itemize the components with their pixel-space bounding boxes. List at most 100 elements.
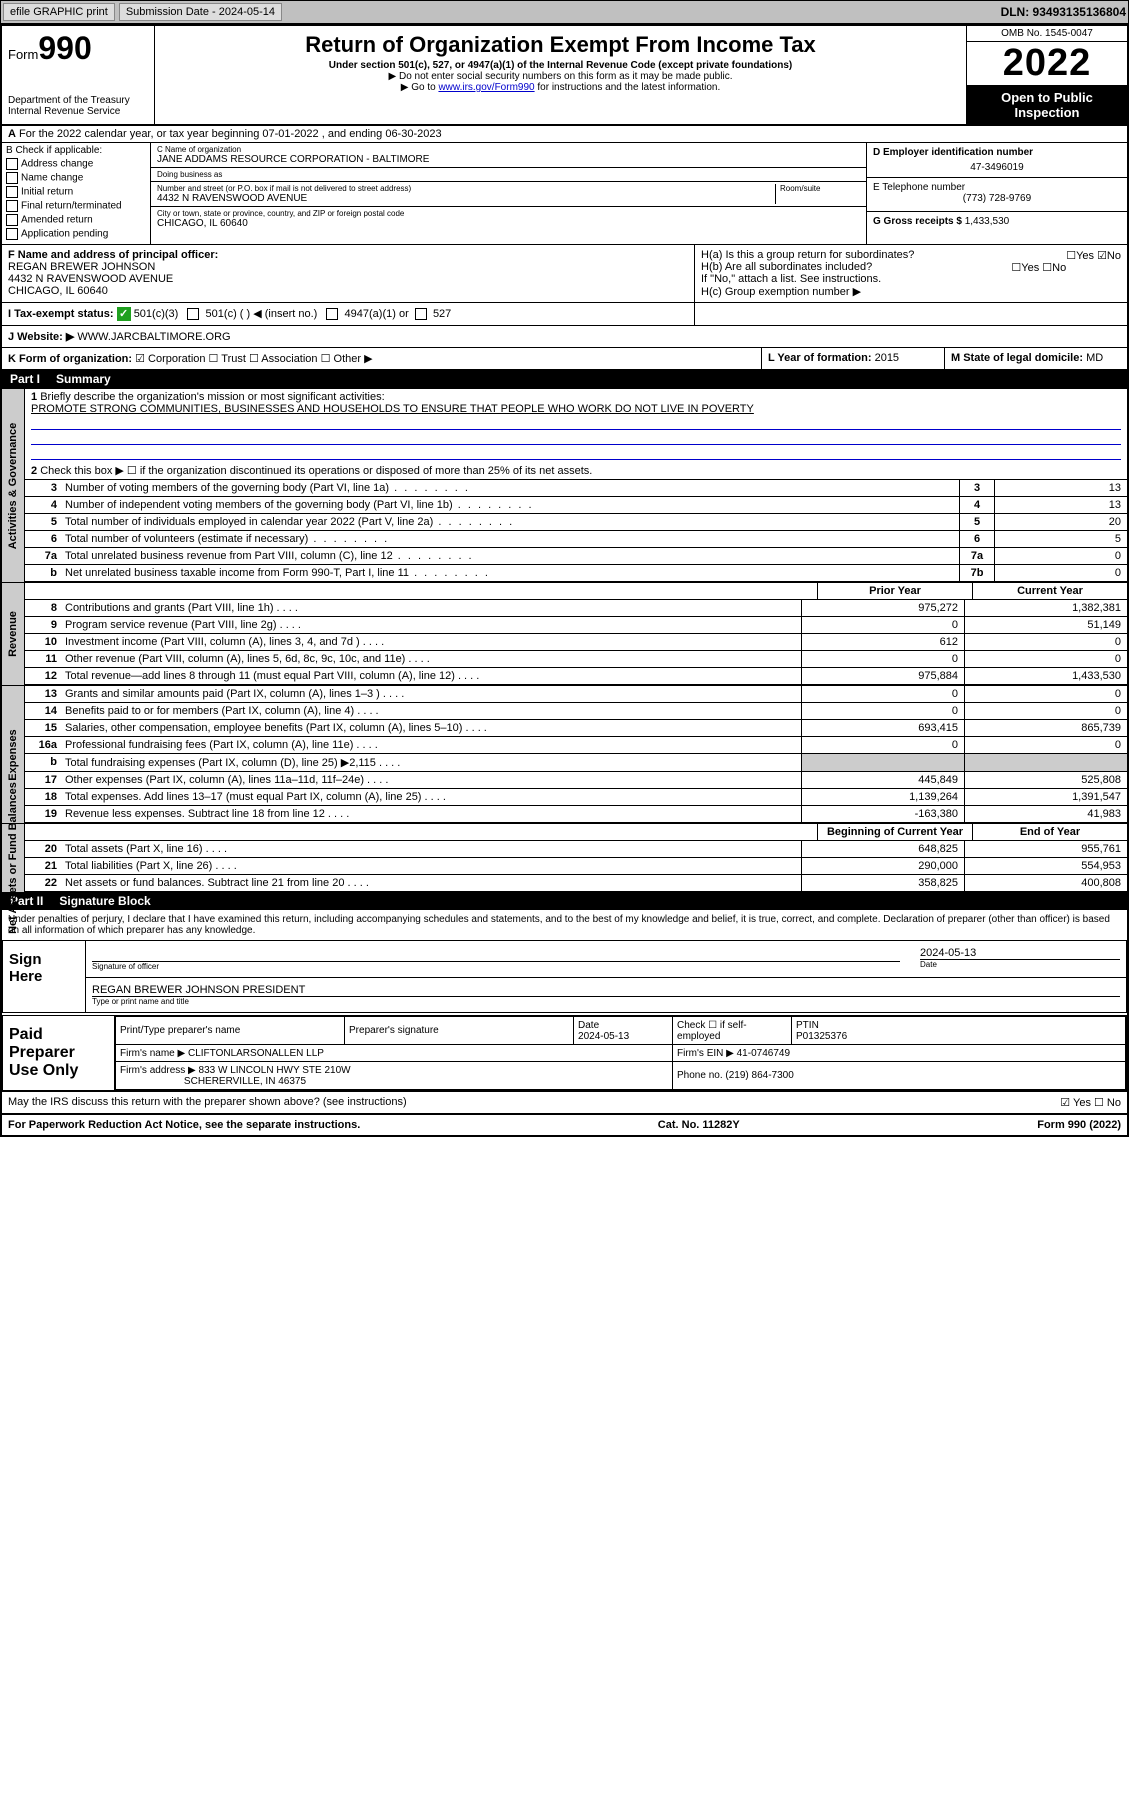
line-value: 0 [994, 565, 1127, 581]
line-num: 18 [25, 789, 61, 805]
opt-final-return: Final return/terminated [21, 201, 122, 212]
line-text: Total revenue—add lines 8 through 11 (mu… [61, 668, 801, 684]
line-num: 5 [25, 514, 61, 530]
ha-answer: ☐Yes ☑No [1066, 249, 1121, 262]
header-left: Form990 Department of the Treasury Inter… [2, 26, 155, 124]
header-note2-prefix: ▶ Go to [401, 82, 439, 93]
prior-value: 0 [801, 703, 964, 719]
line-num: 20 [25, 841, 61, 857]
line-num: 6 [25, 531, 61, 547]
form-frame: Form990 Department of the Treasury Inter… [0, 24, 1129, 1137]
line-17: 17Other expenses (Part IX, column (A), l… [25, 772, 1127, 789]
ein-value: 47-3496019 [873, 162, 1121, 173]
chk-name-change[interactable] [6, 172, 18, 184]
line-box: 5 [959, 514, 994, 530]
name-caption: Type or print name and title [92, 996, 1120, 1006]
line-value: 13 [994, 480, 1127, 496]
line-22: 22Net assets or fund balances. Subtract … [25, 875, 1127, 892]
row-f-h: F Name and address of principal officer:… [2, 245, 1127, 303]
form990-link[interactable]: www.irs.gov/Form990 [438, 82, 534, 93]
row-klm: K Form of organization: ☑ Corporation ☐ … [2, 348, 1127, 370]
gov-line-7a: 7aTotal unrelated business revenue from … [25, 548, 1127, 565]
opt-address-change: Address change [21, 159, 93, 170]
firm-name: CLIFTONLARSONALLEN LLP [188, 1048, 324, 1059]
row-a-tax-year: A For the 2022 calendar year, or tax yea… [2, 126, 1127, 143]
f-addr1: 4432 N RAVENSWOOD AVENUE [8, 273, 688, 285]
chk-amended-return[interactable] [6, 214, 18, 226]
chk-501c3[interactable]: ✓ [117, 307, 131, 321]
box-b: B Check if applicable: Address change Na… [2, 143, 151, 244]
line-10: 10Investment income (Part VIII, column (… [25, 634, 1127, 651]
line-20: 20Total assets (Part X, line 16) . . . .… [25, 841, 1127, 858]
prior-value: 1,139,264 [801, 789, 964, 805]
line-text: Contributions and grants (Part VIII, lin… [61, 600, 801, 616]
line-text: Total expenses. Add lines 13–17 (must eq… [61, 789, 801, 805]
line-value: 20 [994, 514, 1127, 530]
chk-final-return[interactable] [6, 200, 18, 212]
line-text: Number of voting members of the governin… [61, 480, 959, 496]
top-bar: efile GRAPHIC print Submission Date - 20… [0, 0, 1129, 24]
line-text: Other expenses (Part IX, column (A), lin… [61, 772, 801, 788]
current-value: 865,739 [964, 720, 1127, 736]
box-d: D Employer identification number 47-3496… [866, 143, 1127, 244]
line-value: 5 [994, 531, 1127, 547]
header-right: OMB No. 1545-0047 2022 Open to Public In… [966, 26, 1127, 124]
line-text: Net unrelated business taxable income fr… [61, 565, 959, 581]
prior-value: 0 [801, 617, 964, 633]
k-options: ☑ Corporation ☐ Trust ☐ Association ☐ Ot… [135, 353, 372, 365]
hb-note: If "No," attach a list. See instructions… [701, 273, 1121, 285]
gross-caption: G Gross receipts $ [873, 216, 962, 227]
prior-value: 648,825 [801, 841, 964, 857]
l-value: 2015 [875, 352, 899, 364]
chk-initial-return[interactable] [6, 186, 18, 198]
chk-address-change[interactable] [6, 158, 18, 170]
street-address: 4432 N RAVENSWOOD AVENUE [157, 193, 775, 204]
line-num: 13 [25, 686, 61, 702]
prior-value: 693,415 [801, 720, 964, 736]
prior-value: 290,000 [801, 858, 964, 874]
gov-section: Activities & Governance 1 Briefly descri… [2, 388, 1127, 582]
pp-date-head: Date [578, 1020, 599, 1031]
line-12: 12Total revenue—add lines 8 through 11 (… [25, 668, 1127, 685]
efile-button[interactable]: efile GRAPHIC print [3, 3, 115, 21]
gov-line-6: 6Total number of volunteers (estimate if… [25, 531, 1127, 548]
mission-blank-2 [31, 430, 1121, 445]
prior-value: 0 [801, 686, 964, 702]
part1-title: Summary [56, 372, 111, 386]
line-13: 13Grants and similar amounts paid (Part … [25, 686, 1127, 703]
line-16a: 16aProfessional fundraising fees (Part I… [25, 737, 1127, 754]
signature-field[interactable] [92, 947, 900, 962]
i-label: I Tax-exempt status: [8, 308, 114, 320]
line-num: 11 [25, 651, 61, 667]
current-value: 0 [964, 737, 1127, 753]
pp-name-head: Print/Type preparer's name [116, 1017, 345, 1045]
submission-date-button[interactable]: Submission Date - 2024-05-14 [119, 3, 282, 21]
hb-answer: ☐Yes ☐No [1011, 261, 1066, 274]
line-num: 8 [25, 600, 61, 616]
line-text: Other revenue (Part VIII, column (A), li… [61, 651, 801, 667]
ha-label: H(a) Is this a group return for subordin… [701, 249, 914, 261]
chk-application-pending[interactable] [6, 228, 18, 240]
form-number: 990 [38, 30, 91, 66]
line-11: 11Other revenue (Part VIII, column (A), … [25, 651, 1127, 668]
line-num: 7a [25, 548, 61, 564]
line-box: 6 [959, 531, 994, 547]
f-name: REGAN BREWER JOHNSON [8, 261, 688, 273]
net-side-label: Net Assets or Fund Balances [2, 824, 25, 892]
line-text: Grants and similar amounts paid (Part IX… [61, 686, 801, 702]
footer-left: For Paperwork Reduction Act Notice, see … [8, 1119, 360, 1131]
sign-here-block: Sign Here Signature of officer 2024-05-1… [2, 940, 1127, 1013]
penalty-text: Under penalties of perjury, I declare th… [2, 910, 1127, 940]
line-text: Professional fundraising fees (Part IX, … [61, 737, 801, 753]
part2-header: Part II Signature Block [2, 892, 1127, 910]
header-mid: Return of Organization Exempt From Incom… [155, 26, 966, 124]
line-text: Total liabilities (Part X, line 26) . . … [61, 858, 801, 874]
exp-section: Expenses 13Grants and similar amounts pa… [2, 685, 1127, 823]
current-value: 400,808 [964, 875, 1127, 891]
chk-501c[interactable] [187, 308, 199, 320]
chk-527[interactable] [415, 308, 427, 320]
line-value: 0 [994, 548, 1127, 564]
chk-4947[interactable] [326, 308, 338, 320]
line-text: Benefits paid to or for members (Part IX… [61, 703, 801, 719]
row-j: J Website: ▶ WWW.JARCBALTIMORE.ORG [2, 326, 1127, 348]
